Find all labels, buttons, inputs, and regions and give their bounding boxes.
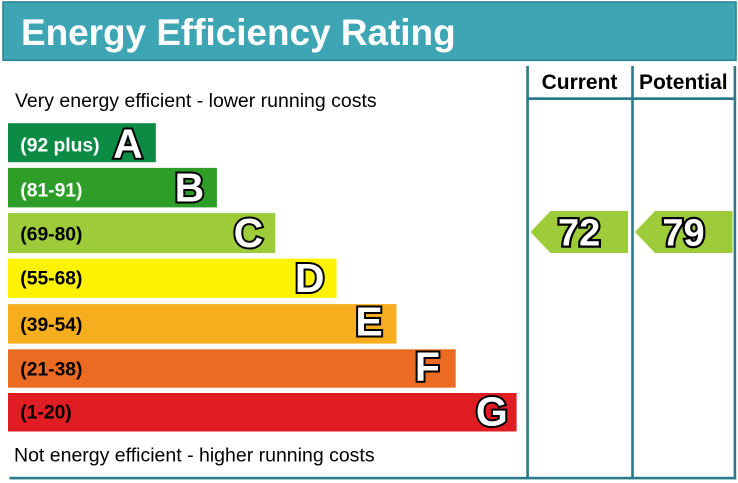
svg-text:Energy Efficiency Rating: Energy Efficiency Rating <box>21 12 456 53</box>
svg-text:G: G <box>476 388 508 434</box>
svg-text:D: D <box>295 255 325 301</box>
svg-text:C: C <box>234 210 264 256</box>
svg-text:Very energy efficient - lower: Very energy efficient - lower running co… <box>15 90 377 112</box>
svg-text:(1-20): (1-20) <box>20 403 71 424</box>
svg-text:(55-68): (55-68) <box>20 269 82 290</box>
svg-text:Not energy efficient - higher: Not energy efficient - higher running co… <box>14 445 375 467</box>
svg-text:79: 79 <box>662 213 704 255</box>
svg-text:E: E <box>355 298 382 344</box>
svg-text:B: B <box>175 164 205 210</box>
svg-text:(69-80): (69-80) <box>20 224 82 245</box>
svg-text:Current: Current <box>542 71 618 94</box>
svg-text:72: 72 <box>558 213 600 255</box>
svg-text:(39-54): (39-54) <box>20 315 82 336</box>
svg-text:(21-38): (21-38) <box>20 359 82 380</box>
svg-text:A: A <box>113 120 143 166</box>
svg-text:Potential: Potential <box>639 71 728 94</box>
svg-text:F: F <box>415 344 440 390</box>
svg-text:(81-91): (81-91) <box>20 180 82 201</box>
svg-text:(92 plus): (92 plus) <box>20 136 99 157</box>
